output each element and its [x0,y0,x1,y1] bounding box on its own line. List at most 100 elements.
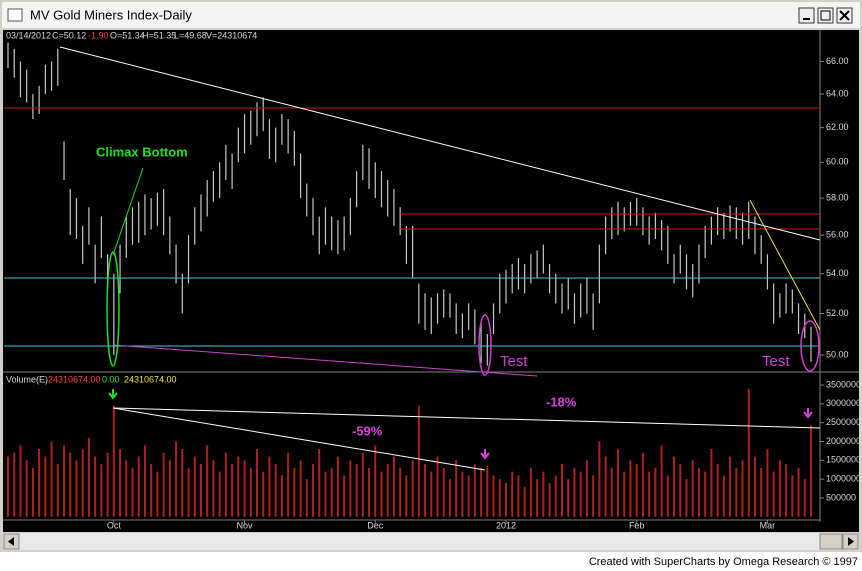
volume-bar [722,475,725,517]
volume-bar [529,467,532,517]
volume-bar [498,479,501,517]
volume-bar [585,460,588,517]
volume-bar [125,460,128,517]
volume-bar [679,464,682,517]
volume-bar [704,471,707,517]
x-tick-label: Feb [629,520,645,530]
y-tick-label: 60.00 [826,157,849,167]
scroll-right-icon [848,537,854,546]
trend-line [749,199,821,331]
volume-bar [156,471,159,517]
volume-bar [697,467,700,517]
volume-bar [797,467,800,517]
volume-bar [343,475,346,517]
volume-bar [231,464,234,517]
maximize-icon [820,10,831,21]
highlight-ellipse [478,314,492,376]
x-tick-label: Oct [107,520,122,530]
y-tick-label: 2500000 [826,417,861,427]
footer: Created with SuperCharts by Omega Resear… [589,556,858,568]
volume-bar [25,460,28,517]
volume-bar [517,475,520,517]
volume-bar [492,475,495,517]
volume-bar [81,449,84,517]
volume-bar [38,449,41,517]
volume-bar [673,456,676,517]
volume-bar [336,456,339,517]
volume-bar [87,437,90,517]
volume-bar [249,467,252,517]
volume-bar [56,464,59,517]
volume-bar [106,452,109,517]
header-readout: 03/14/2012 [6,30,51,40]
arrow [803,408,813,419]
volume-bar [778,460,781,517]
volume-bar [392,456,395,517]
volume-bar [747,388,750,517]
volume-bar [274,464,277,517]
y-tick-label: 62.00 [826,122,849,132]
volume-bar [641,452,644,517]
volume-bar [461,471,464,517]
volume-bar [13,452,16,517]
annotation: Climax Bottom [96,144,188,159]
volume-bar [330,467,333,517]
volume-bar [94,456,97,517]
volume-bar [131,467,134,517]
volume-bar [791,475,794,517]
volume-bar [536,479,539,517]
volume-bar [243,460,246,517]
volume-bar [523,486,526,517]
scroll-thumb[interactable] [819,533,843,550]
y-tick-label: 3000000 [826,398,861,408]
volume-bar [579,471,582,517]
header-readout: L=49.68 [174,30,207,40]
footer-background [0,552,862,571]
volume-bar [368,467,371,517]
y-tick-label: 58.00 [826,192,849,202]
maximize-button[interactable] [817,7,834,24]
arrow [480,449,490,460]
volume-bar [399,467,402,517]
title-bar [2,2,860,28]
header-readout: H=51.35 [142,30,176,40]
volume-bar [224,452,227,517]
volume-bar [486,465,489,517]
annotation: -59% [352,423,383,438]
volume-bar [63,445,66,517]
volume-bar [424,464,427,517]
annotation: -18% [546,394,577,409]
volume-bar [143,445,146,517]
volume-bar [504,482,507,517]
scrollbar[interactable] [3,533,859,550]
volume-trend-line [112,407,821,429]
volume-bar [237,456,240,517]
y-tick-label: 50.00 [826,349,849,359]
volume-bar [604,456,607,517]
volume-bar [685,479,688,517]
x-tick-label: Dec [367,520,384,530]
y-tick-label: 2000000 [826,436,861,446]
window-buttons[interactable] [798,7,853,24]
volume-bar [473,464,476,517]
volume-bar [181,449,184,517]
y-tick-label: 54.00 [826,268,849,278]
volume-bar [112,405,115,517]
volume-bar [430,471,433,517]
volume-bar [255,449,258,517]
volume-bar [710,449,713,517]
volume-bar [137,456,140,517]
volume-bar [187,467,190,517]
y-tick-label: 64.00 [826,88,849,98]
volume-bar [772,471,775,517]
minimize-button[interactable] [798,7,815,24]
volume-bar [691,460,694,517]
window-title: MV Gold Miners Index-Daily [30,7,192,22]
volume-bar [635,464,638,517]
volume-bar [592,475,595,517]
y-tick-label: 66.00 [826,56,849,66]
volume-bar [735,467,738,517]
arrow [108,389,118,400]
volume-bar [349,460,352,517]
